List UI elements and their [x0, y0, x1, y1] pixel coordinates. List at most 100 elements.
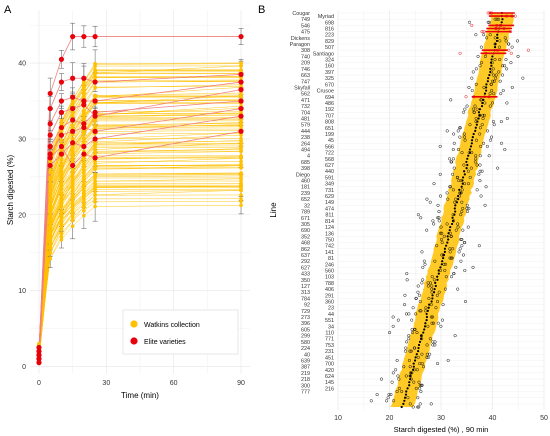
replicate-point	[478, 132, 482, 136]
line-label-left: 299	[301, 334, 310, 340]
watkins-point	[93, 68, 97, 73]
line-label-right: 360	[325, 300, 334, 306]
replicate-point	[416, 284, 420, 288]
replicate-point	[478, 163, 482, 167]
watkins-point	[59, 191, 64, 195]
replicate-point	[406, 396, 410, 400]
watkins-point	[59, 178, 64, 182]
line-label-right: 753	[325, 343, 334, 349]
replicate-point	[415, 331, 419, 335]
watkins-point	[239, 146, 243, 151]
line-labels-right: Myriad698816223829507Santiago32416039732…	[313, 14, 334, 392]
line-label-right: 324	[325, 58, 334, 64]
mean-point	[459, 191, 462, 195]
replicate-point	[386, 396, 390, 400]
mean-point	[477, 117, 480, 120]
replicate-point	[415, 368, 419, 372]
replicate-point	[437, 216, 441, 220]
replicate-point	[491, 67, 495, 71]
line-label-left: 494	[301, 148, 310, 154]
replicate-point	[418, 299, 422, 304]
replicate-point	[479, 98, 483, 102]
watkins-point	[70, 195, 75, 200]
line-label-left: 784	[301, 296, 310, 302]
mean-point	[446, 235, 449, 238]
replicate-point	[467, 20, 472, 24]
replicate-point	[495, 17, 499, 21]
replicate-point	[369, 399, 373, 403]
replicate-point	[467, 85, 471, 89]
elite-point	[238, 128, 244, 134]
watkins-point	[59, 226, 64, 231]
line-label-left: 218	[301, 377, 310, 383]
mean-point	[483, 92, 487, 95]
replicate-point	[498, 58, 502, 62]
mean-point	[427, 306, 430, 309]
mean-point	[434, 281, 437, 285]
elite-point	[47, 90, 53, 97]
replicate-point	[436, 299, 440, 304]
replicate-point	[436, 216, 440, 220]
replicate-point	[412, 380, 416, 384]
mean-point	[481, 101, 484, 105]
elite-replicate-point	[526, 48, 530, 52]
replicate-point	[494, 73, 498, 77]
replicate-point	[444, 275, 448, 279]
replicate-point	[416, 290, 420, 294]
watkins-point	[239, 155, 243, 159]
elite-point	[238, 113, 244, 119]
replicate-point	[510, 45, 514, 49]
replicate-point	[426, 284, 430, 288]
line-label-left: 292	[301, 259, 310, 265]
replicate-point	[498, 79, 502, 83]
line-label-right: 808	[325, 120, 334, 126]
watkins-point	[93, 204, 97, 209]
mean-point	[406, 387, 409, 390]
watkins-point	[48, 185, 53, 190]
mean-point	[463, 170, 466, 173]
elite-point	[238, 33, 244, 40]
replicate-point	[448, 247, 452, 251]
replicate-point	[468, 175, 472, 179]
replicate-point	[430, 287, 434, 291]
elite-point	[36, 348, 42, 354]
replicate-point	[469, 166, 473, 170]
replicate-point	[461, 206, 465, 210]
elite-point	[47, 132, 53, 138]
mean-point	[436, 278, 439, 281]
watkins-point	[82, 92, 86, 97]
line-label-right: 451	[325, 355, 334, 361]
watkins-point	[70, 224, 75, 228]
elite-point	[92, 109, 98, 115]
replicate-point	[396, 374, 400, 378]
mean-point	[471, 135, 474, 139]
elite-point	[47, 162, 53, 169]
line-label-left: 4	[307, 154, 310, 160]
mean-point	[413, 359, 417, 362]
line-label-right: 110	[325, 331, 334, 337]
line-label-left: 313	[301, 290, 310, 296]
line-label-right: 397	[325, 70, 334, 76]
mean-point	[457, 198, 460, 201]
replicate-point	[463, 135, 467, 139]
mean-point	[424, 322, 427, 325]
watkins-point	[82, 132, 86, 137]
replicate-point	[418, 402, 422, 406]
mean-point	[461, 176, 465, 179]
watkins-point	[239, 171, 243, 176]
replicate-point	[414, 312, 418, 316]
elite-point	[70, 75, 76, 81]
elite-point	[81, 143, 87, 150]
replicate-point	[466, 169, 470, 173]
watkins-point	[48, 181, 53, 185]
replicate-point	[405, 340, 409, 344]
replicate-point	[456, 147, 460, 152]
elite-point	[47, 121, 53, 127]
replicate-point	[389, 393, 393, 397]
watkins-point	[59, 201, 64, 206]
replicate-point	[481, 116, 485, 121]
mean-point	[485, 89, 488, 92]
watkins-point	[82, 180, 86, 185]
mean-point	[428, 303, 431, 306]
mean-point	[425, 312, 428, 316]
